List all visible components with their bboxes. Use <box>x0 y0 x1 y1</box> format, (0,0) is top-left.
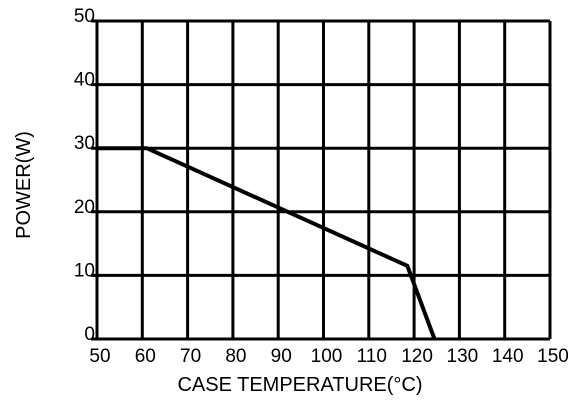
y-tick-label: 50 <box>74 6 95 27</box>
chart-grid <box>91 19 552 341</box>
y-tick-label: 40 <box>74 70 95 91</box>
y-axis-label: POWER(W) <box>13 131 35 239</box>
x-tick-label: 110 <box>357 346 387 367</box>
x-tick-label: 70 <box>180 346 201 367</box>
y-tick-label: 0 <box>84 324 95 345</box>
x-tick-label: 100 <box>311 346 343 367</box>
x-tick-label: 90 <box>271 346 292 367</box>
x-tick-labels: 50 60 70 80 90 100 110 120 130 140 150 <box>89 346 568 367</box>
chart-series <box>97 146 437 340</box>
y-tick-labels: 0 10 20 30 40 50 <box>74 6 95 345</box>
y-tick-label: 30 <box>74 133 95 154</box>
series-line <box>97 146 437 340</box>
x-tick-label: 140 <box>492 346 524 367</box>
y-tick-label: 10 <box>74 260 95 281</box>
x-tick-label: 130 <box>447 346 479 367</box>
x-tick-label: 60 <box>135 346 156 367</box>
y-tick-label: 20 <box>74 197 95 218</box>
x-tick-label: 120 <box>401 346 433 367</box>
x-axis-label: CASE TEMPERATURE(°C) <box>177 374 422 396</box>
x-tick-label: 50 <box>89 346 110 367</box>
x-tick-label: 150 <box>537 346 569 367</box>
x-tick-label: 80 <box>225 346 246 367</box>
